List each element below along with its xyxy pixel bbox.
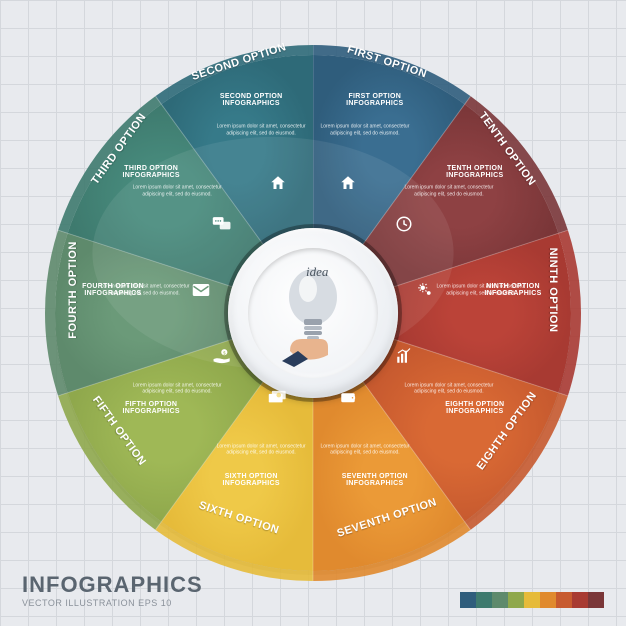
segment-heading: SECOND OPTIONINFOGRAPHICS bbox=[220, 93, 283, 107]
footer-subtitle: VECTOR ILLUSTRATION EPS 10 bbox=[22, 598, 203, 608]
segment-heading: EIGHTH OPTIONINFOGRAPHICS bbox=[445, 401, 504, 415]
segment-heading: THIRD OPTIONINFOGRAPHICS bbox=[123, 165, 180, 179]
segment-body: Lorem ipsum dolor sit amet, consectetur … bbox=[132, 185, 222, 198]
money-icon bbox=[268, 387, 288, 407]
swatch bbox=[588, 592, 604, 608]
swatch bbox=[540, 592, 556, 608]
clock-icon bbox=[394, 214, 414, 234]
segment-label: NINTH OPTION bbox=[547, 248, 559, 333]
idea-label: idea bbox=[306, 264, 328, 280]
segment-heading: FIFTH OPTIONINFOGRAPHICS bbox=[123, 401, 180, 415]
swatch bbox=[476, 592, 492, 608]
swatch bbox=[572, 592, 588, 608]
svg-text:$: $ bbox=[223, 350, 226, 355]
color-swatches bbox=[460, 592, 604, 608]
segment-body: Lorem ipsum dolor sit amet, consectetur … bbox=[216, 443, 306, 456]
center-inner: idea bbox=[248, 248, 378, 378]
mail-icon bbox=[191, 280, 211, 300]
handcoin-icon: $ bbox=[212, 346, 232, 366]
swatch bbox=[524, 592, 540, 608]
segment-heading: SIXTH OPTIONINFOGRAPHICS bbox=[223, 473, 280, 487]
wallet-icon bbox=[338, 387, 358, 407]
footer-title: INFOGRAPHICS bbox=[22, 572, 203, 598]
segment-body: Lorem ipsum dolor sit amet, consectetur … bbox=[216, 124, 306, 137]
chat-icon bbox=[212, 214, 232, 234]
segment-body: Lorem ipsum dolor sit amet, consectetur … bbox=[436, 284, 526, 297]
center-hub: idea bbox=[228, 228, 398, 398]
segment-label: FOURTH OPTION bbox=[67, 241, 79, 339]
segment-body: Lorem ipsum dolor sit amet, consectetur … bbox=[132, 382, 222, 395]
segment-body: Lorem ipsum dolor sit amet, consectetur … bbox=[404, 185, 494, 198]
home-icon bbox=[338, 173, 358, 193]
segment-heading: SEVENTH OPTIONINFOGRAPHICS bbox=[342, 473, 408, 487]
swatch bbox=[460, 592, 476, 608]
segment-body: Lorem ipsum dolor sit amet, consectetur … bbox=[100, 284, 190, 297]
bulb-illustration: idea bbox=[268, 258, 358, 368]
barchart-icon bbox=[394, 346, 414, 366]
swatch bbox=[556, 592, 572, 608]
swatch bbox=[492, 592, 508, 608]
swatch bbox=[508, 592, 524, 608]
footer-text-block: INFOGRAPHICS VECTOR ILLUSTRATION EPS 10 bbox=[22, 572, 203, 608]
segment-body: Lorem ipsum dolor sit amet, consectetur … bbox=[404, 382, 494, 395]
gears-icon bbox=[415, 280, 435, 300]
infographic-stage: idea FIRST OPTIONFIRST OPTIONINFOGRAPHIC… bbox=[0, 0, 626, 626]
segment-body: Lorem ipsum dolor sit amet, consectetur … bbox=[320, 124, 410, 137]
home-icon bbox=[268, 173, 288, 193]
segment-heading: FIRST OPTIONINFOGRAPHICS bbox=[346, 93, 403, 107]
segment-heading: TENTH OPTIONINFOGRAPHICS bbox=[446, 165, 503, 179]
footer: INFOGRAPHICS VECTOR ILLUSTRATION EPS 10 bbox=[0, 572, 626, 608]
segment-body: Lorem ipsum dolor sit amet, consectetur … bbox=[320, 443, 410, 456]
